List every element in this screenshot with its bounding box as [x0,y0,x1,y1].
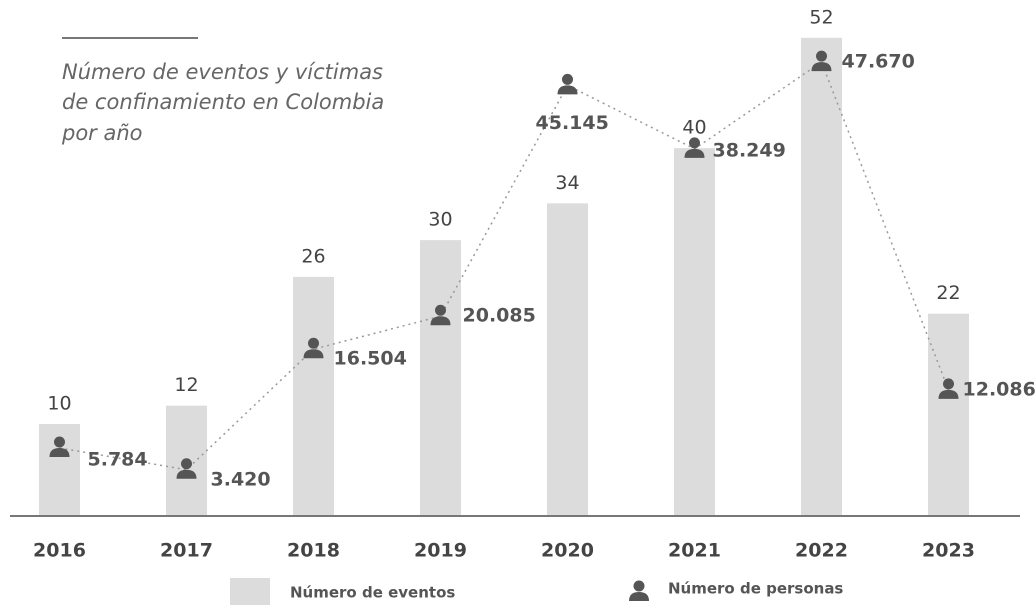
icon-body [938,389,959,399]
line-value-label: 12.086 [963,378,1036,400]
person-icon [557,73,578,95]
bar-value-label: 30 [428,209,452,231]
person-icon [49,436,70,457]
bar [928,313,969,516]
person-icon [811,50,832,72]
legend-label: Número de eventos [290,584,455,602]
icon-body [176,469,197,479]
person-icon [430,304,451,326]
icon-head [435,304,446,316]
legend-swatch [230,578,270,605]
x-tick-label: 2017 [160,540,213,562]
x-tick-label: 2020 [541,540,594,562]
bar [293,276,334,516]
icon-body [557,85,578,95]
line-value-label: 20.085 [463,305,536,327]
bar [674,148,715,516]
icon-body [811,62,832,72]
icon-head [633,580,645,592]
line-value-label: 38.249 [713,139,786,161]
legend-label: Número de personas [668,580,843,598]
x-tick-label: 2019 [414,540,467,562]
person-icon [684,137,705,158]
icon-body [303,349,324,359]
bar [420,240,461,516]
bar-value-label: 10 [47,393,71,415]
x-tick-label: 2016 [33,540,86,562]
bar-value-label: 26 [301,245,325,267]
x-tick-label: 2022 [795,540,848,562]
x-tick-label: 2021 [668,540,721,562]
chart-title: de confinamiento en Colombia [62,90,384,114]
icon-head [562,73,573,85]
person-icon [303,337,324,359]
icon-head [181,458,192,470]
icon-body [629,592,649,601]
icon-head [943,378,954,390]
icon-body [684,148,705,158]
person-icon [629,580,649,601]
line-value-label: 16.504 [334,348,407,370]
line-value-label: 5.784 [88,448,148,470]
bar [801,37,842,517]
person-icon [938,378,959,399]
x-tick-label: 2018 [287,540,340,562]
icon-body [49,447,70,457]
bar-value-label: 12 [174,374,198,396]
chart-title: por año [61,121,143,145]
icon-head [54,436,65,448]
icon-head [816,50,827,62]
person-icon [176,458,197,479]
bar-value-label: 52 [809,6,833,28]
icon-head [689,137,700,149]
chart-title: Número de eventos y víctimas [62,60,383,84]
bar [547,203,588,517]
bar-value-label: 22 [936,282,960,304]
icon-head [308,337,319,349]
line-value-label: 45.145 [536,112,609,134]
x-tick-label: 2023 [922,540,975,562]
icon-body [430,316,451,326]
bar-value-label: 40 [682,117,706,139]
line-value-label: 3.420 [211,468,271,490]
line-value-label: 47.670 [842,51,915,73]
bar-value-label: 34 [555,172,579,194]
